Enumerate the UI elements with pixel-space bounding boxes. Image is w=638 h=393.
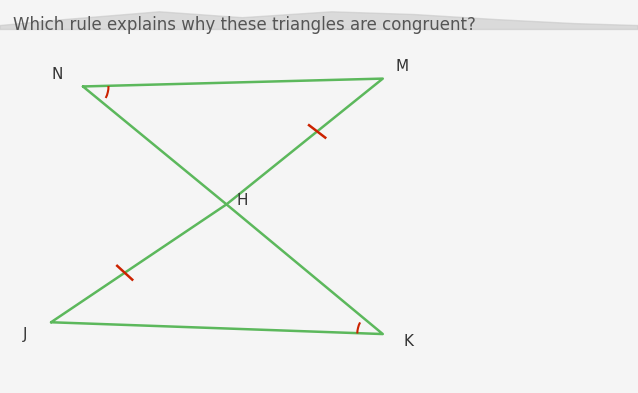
- Text: J: J: [23, 327, 28, 342]
- Polygon shape: [0, 12, 638, 29]
- Text: H: H: [237, 193, 248, 208]
- Text: K: K: [403, 334, 413, 349]
- Text: Which rule explains why these triangles are congruent?: Which rule explains why these triangles …: [13, 16, 476, 34]
- Bar: [0, 0, 638, 29]
- Text: M: M: [396, 59, 408, 74]
- Text: N: N: [52, 67, 63, 82]
